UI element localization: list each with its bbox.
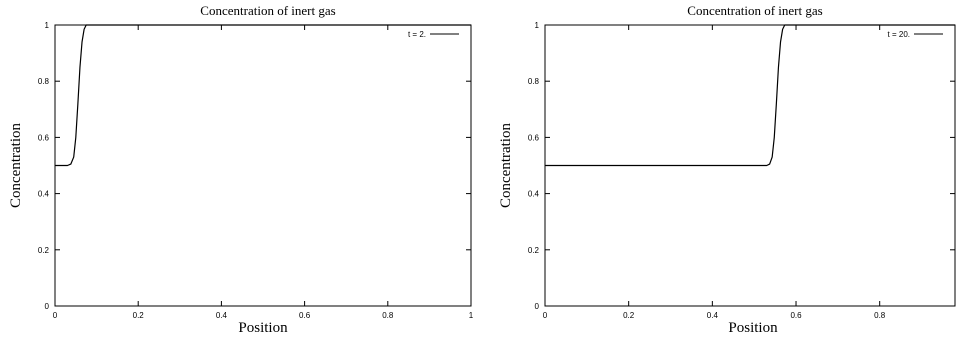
x-tick-label: 0.2 — [623, 311, 635, 320]
y-tick-label: 0.4 — [528, 190, 540, 199]
y-tick-label: 0.6 — [528, 133, 540, 142]
y-tick-label: 0.8 — [38, 77, 50, 86]
x-tick-label: 0.8 — [382, 311, 394, 320]
chart-title: Concentration of inert gas — [687, 3, 822, 18]
y-tick-label: 1 — [535, 21, 540, 30]
y-axis-label: Concentration — [8, 123, 24, 208]
x-tick-label: 0 — [53, 311, 58, 320]
y-tick-label: 0.6 — [38, 133, 50, 142]
series-line-1 — [545, 24, 955, 167]
legend-label: t = 20. — [888, 30, 910, 39]
y-tick-label: 0.2 — [38, 246, 50, 255]
x-axis-label: Position — [728, 320, 778, 336]
chart-panel-2: Concentration of inert gas Position Concen… — [498, 3, 956, 336]
x-tick-label: 0.4 — [216, 311, 228, 320]
x-tick-label: 0.6 — [299, 311, 311, 320]
y-axis-label: Concentration — [498, 123, 514, 208]
x-axis-label: Position — [238, 320, 288, 336]
chart-title: Concentration of inert gas — [200, 3, 335, 18]
y-tick-label: 1 — [45, 21, 50, 30]
x-tick-label: 0.8 — [874, 311, 886, 320]
x-tick-label: 0.4 — [707, 311, 719, 320]
plot-frame — [54, 24, 472, 307]
series-line-1 — [55, 24, 471, 167]
x-tick-label: 0.2 — [133, 311, 145, 320]
y-tick-label: 0.4 — [38, 190, 50, 199]
y-tick-label: 0 — [535, 302, 540, 311]
legend-label: t = 2. — [408, 30, 426, 39]
y-tick-label: 0.2 — [528, 246, 540, 255]
y-tick-label: 0.8 — [528, 77, 540, 86]
chart-panel-1: Concentration of inert gas Position Concen… — [8, 3, 474, 336]
x-tick-label: 0.6 — [790, 311, 802, 320]
x-tick-label: 1 — [469, 311, 474, 320]
x-tick-label: 0 — [543, 311, 548, 320]
y-tick-label: 0 — [45, 302, 50, 311]
